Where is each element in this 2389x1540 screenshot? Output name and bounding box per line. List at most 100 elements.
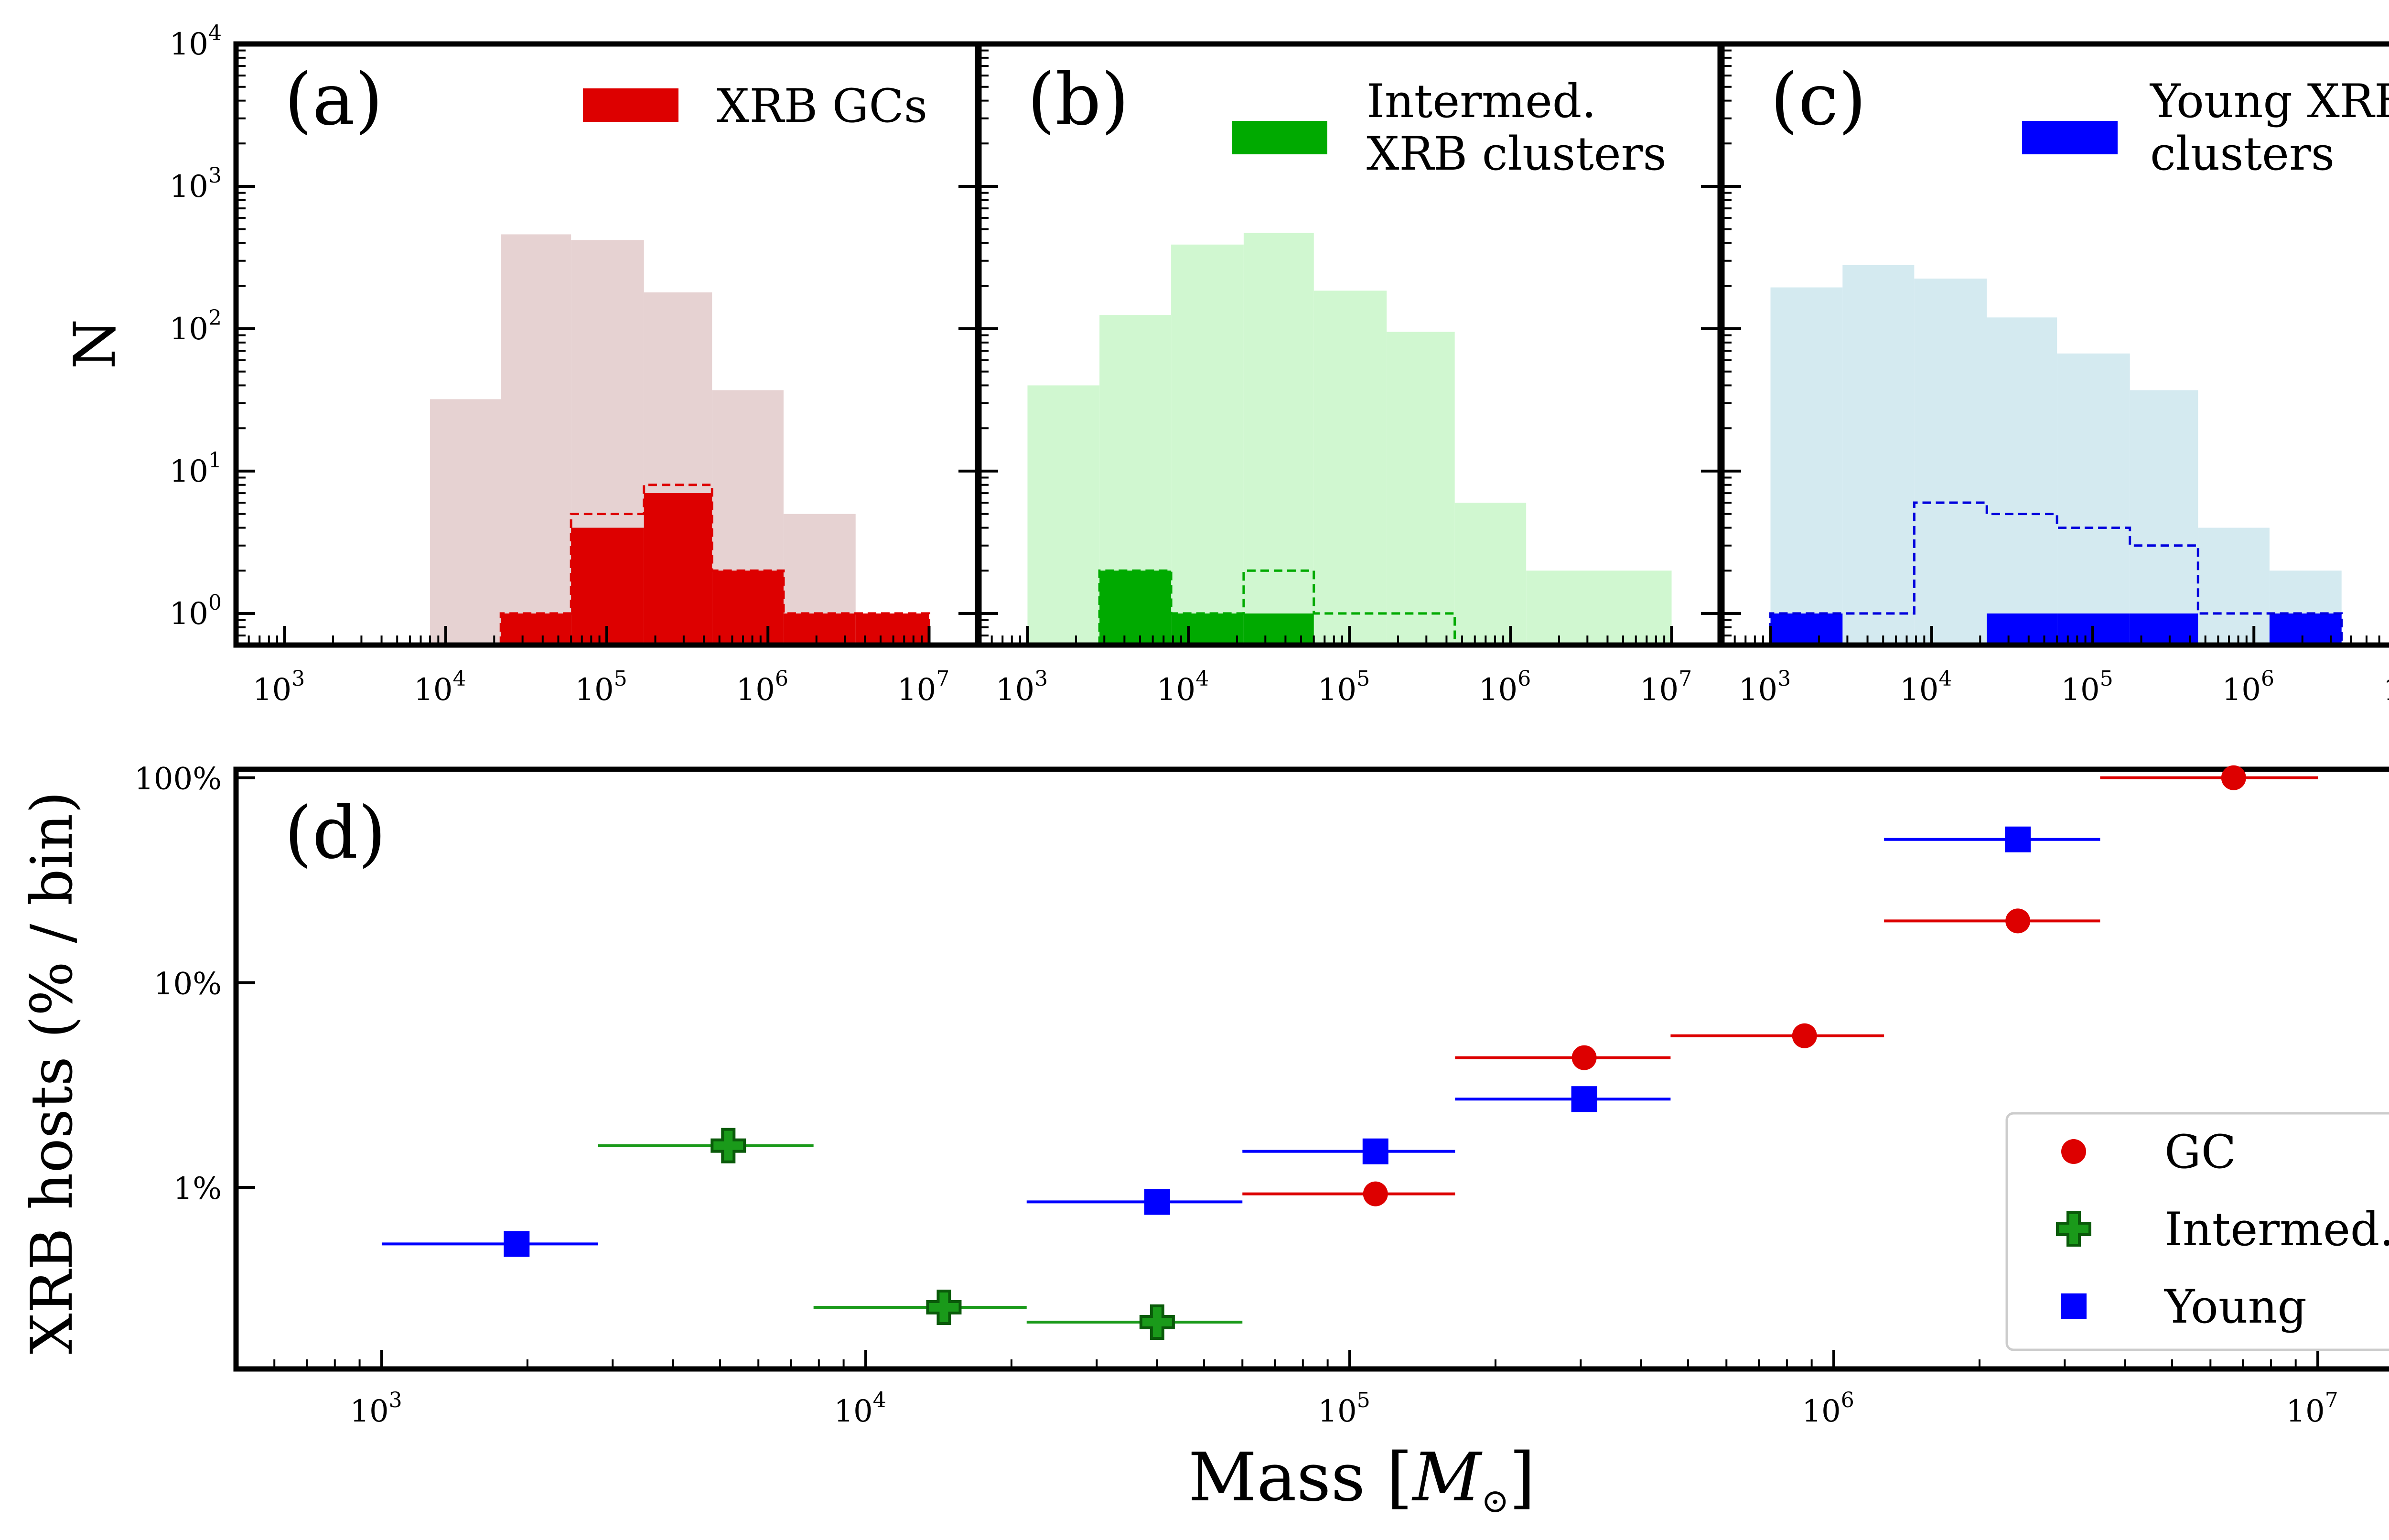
x-tick-label: 103: [1739, 667, 1791, 708]
xrb-host-bar: [501, 613, 571, 645]
all-clusters-bar: [1770, 287, 1843, 645]
young-data-point: [1144, 1189, 1170, 1215]
all-clusters-bar: [2057, 353, 2130, 645]
x-tick-label: 105: [2061, 667, 2113, 708]
x-tick-label: 103: [996, 667, 1048, 708]
x-tick-label: 106: [1479, 667, 1531, 708]
gc-data-point: [2005, 908, 2031, 934]
x-tick-label: 107: [2286, 1388, 2338, 1429]
x-tick-label: 106: [736, 667, 788, 708]
all-clusters-bar: [1454, 503, 1527, 645]
x-tick-label: 107: [2383, 667, 2389, 708]
x-tick-label: 104: [1900, 667, 1952, 708]
xrb-host-bar: [644, 493, 712, 645]
legend-swatch: [583, 88, 678, 122]
bottom-xlabel: Mass [M⊙]: [1188, 1439, 1535, 1520]
x-tick-label: 105: [1318, 667, 1370, 708]
y-tick-label: 10%: [154, 966, 222, 1002]
y-tick-label: 101: [170, 448, 222, 489]
intermed-data-point: [1139, 1304, 1175, 1340]
x-tick-label: 104: [834, 1388, 886, 1429]
young-data-point: [2005, 826, 2031, 852]
young-data-point: [1362, 1138, 1388, 1164]
x-tick-label: 103: [253, 667, 305, 708]
x-tick-label: 105: [575, 667, 627, 708]
gc-data-point: [1363, 1181, 1388, 1206]
y-tick-label: 1%: [173, 1171, 222, 1206]
dashed-step-histogram: [1769, 501, 2343, 645]
x-tick-label: 107: [1640, 667, 1692, 708]
x-tick-label: 106: [2222, 667, 2274, 708]
all-clusters-bar: [1526, 571, 1672, 645]
legend-label: GC: [2164, 1125, 2236, 1179]
bottom-ylabel: XRB hosts (% / bin): [19, 791, 86, 1354]
x-tick-label: 103: [350, 1388, 402, 1429]
all-clusters-bar: [1387, 332, 1455, 645]
y-tick-label: 103: [170, 163, 222, 205]
legend-label: XRB clusters: [1367, 127, 1667, 181]
legend-marker: [2061, 1139, 2086, 1164]
dashed-step-histogram: [499, 484, 930, 645]
xrb-host-bar: [2130, 613, 2198, 645]
xrb-host-bar: [1171, 613, 1244, 645]
xrb-host-bar: [2269, 613, 2342, 645]
all-clusters-bar: [1313, 291, 1387, 645]
all-clusters-bar: [430, 399, 501, 645]
all-clusters-bar: [501, 234, 571, 646]
legend-swatch: [2022, 121, 2118, 154]
panel-d-scatter: 103 104 105 106 107 1% 10% 100% GC Intermed. Young: [134, 762, 2389, 1429]
legend-marker: [2056, 1211, 2091, 1247]
all-clusters-bar: [1842, 265, 1915, 645]
all-clusters-bar: [1914, 279, 1987, 645]
xrb-host-bar: [783, 613, 856, 645]
gc-data-point: [2221, 765, 2246, 790]
legend-marker: [2061, 1293, 2087, 1319]
all-clusters-bar: [1027, 385, 1100, 645]
panel-d-label: (d): [284, 792, 386, 875]
xrb-host-bar: [1987, 613, 2057, 645]
all-clusters-bar: [1171, 244, 1244, 646]
all-clusters-bar: [1243, 233, 1314, 646]
all-clusters-bar: [2130, 390, 2198, 645]
xrb-host-bar: [1770, 613, 1843, 645]
panel-b-histogram: 103 104 105 106 107 Intermed.XRB clusters: [976, 41, 1723, 708]
panel-b-label: (b): [1027, 58, 1129, 141]
x-tick-label: 104: [1157, 667, 1209, 708]
panel-a-label: (a): [284, 58, 383, 141]
gc-data-point: [1571, 1045, 1597, 1070]
x-tick-label: 107: [897, 667, 949, 708]
y-tick-label: 104: [170, 21, 222, 62]
y-tick-label: 102: [170, 306, 222, 347]
legend-label: Intermed.: [2164, 1203, 2389, 1256]
legend-label: clusters: [2150, 127, 2335, 181]
xrb-host-bar: [712, 571, 784, 645]
young-data-point: [1571, 1086, 1597, 1112]
xrb-host-bar: [571, 528, 644, 645]
all-clusters-bar: [1987, 317, 2057, 645]
panel-a-histogram: 103 104 105 106 107 100 101 102 103 104 XRB GCs: [170, 21, 980, 708]
intermed-data-point: [926, 1289, 962, 1325]
intermed-data-point: [710, 1128, 746, 1163]
panel-c-label: (c): [1770, 58, 1866, 141]
x-tick-label: 104: [414, 667, 466, 708]
legend-label: Young: [2163, 1280, 2307, 1334]
x-tick-label: 106: [1802, 1388, 1854, 1429]
gc-data-point: [1792, 1023, 1817, 1048]
all-clusters-bar: [2198, 528, 2270, 645]
xrb-host-bar: [855, 613, 929, 645]
top-ylabel: N: [62, 319, 129, 369]
xrb-host-bar: [1099, 571, 1172, 645]
legend-label: XRB GCs: [717, 79, 927, 133]
y-tick-label: 100: [170, 591, 222, 632]
x-tick-label: 105: [1318, 1388, 1370, 1429]
dashed-step-histogram: [1098, 569, 1456, 645]
legend-label: Young XRB: [2149, 75, 2389, 128]
legend-swatch: [1232, 121, 1327, 154]
legend-label: Intermed.: [1367, 75, 1596, 128]
young-data-point: [504, 1231, 530, 1257]
y-tick-label: 100%: [134, 762, 222, 797]
legend-box: [2005, 1112, 2389, 1351]
xrb-host-bar: [1243, 613, 1314, 645]
